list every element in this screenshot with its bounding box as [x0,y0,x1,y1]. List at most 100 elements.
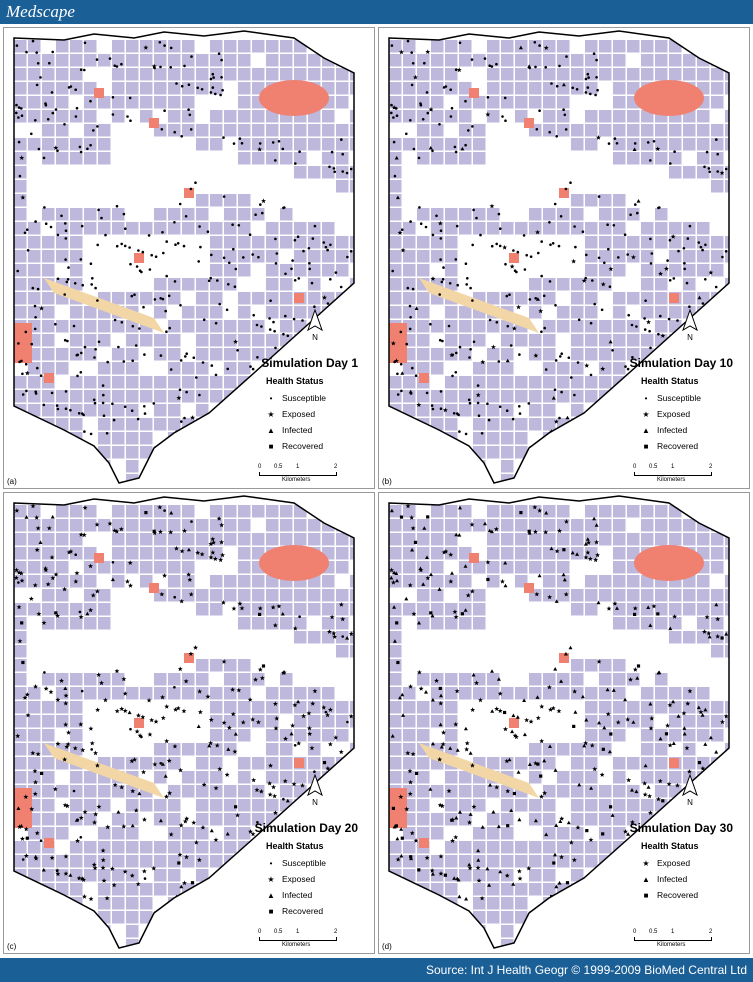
person-marker-star [425,575,431,581]
city-block [641,911,654,924]
city-block [280,757,293,770]
person-marker-dot [209,91,213,94]
person-marker-dot [515,270,518,274]
city-block [280,306,293,319]
city-block [126,827,139,840]
person-marker-triangle [597,720,602,725]
person-marker-star [543,529,549,535]
person-marker-star [24,370,30,376]
city-block [683,250,696,263]
city-block [529,208,542,221]
city-block [70,505,83,518]
person-marker-dot [174,243,177,246]
city-block [543,362,556,375]
person-marker-dot [505,294,509,298]
person-marker-triangle [563,651,568,656]
city-block [168,292,181,305]
person-marker-dot [79,150,83,154]
city-block [459,575,472,588]
person-marker-triangle [527,762,532,766]
person-marker-star [485,559,491,565]
city-block [56,432,69,445]
person-marker-triangle [457,894,462,899]
person-marker-triangle [345,636,350,640]
city-block [669,715,682,728]
person-marker-dot [346,255,349,259]
person-marker-dot [115,204,119,208]
city-block [417,138,430,151]
person-marker-star [702,629,707,634]
person-marker-dot [406,39,410,43]
city-block [403,883,416,896]
person-marker-star [32,768,38,774]
city-block [711,404,724,417]
city-block [585,659,598,672]
city-block [238,306,251,319]
person-marker-star [93,811,99,817]
person-marker-dot [548,221,551,224]
person-marker-dot [102,393,105,397]
city-block [697,166,710,179]
city-block [350,404,354,417]
person-marker-star [162,573,168,578]
legend-label: Recovered [657,441,699,451]
city-block [417,264,430,277]
city-block [294,124,307,137]
city-block [389,194,402,207]
person-marker-star [409,515,415,520]
city-block [655,519,668,532]
city-block [711,124,724,137]
city-block [210,320,223,333]
person-marker-triangle [428,145,433,150]
city-block [417,432,430,445]
person-marker-dot [558,64,561,68]
person-marker-star [694,899,699,905]
person-marker-star [172,743,178,749]
person-marker-dot [159,762,162,765]
person-marker-star [410,751,416,757]
city-block [70,925,83,938]
person-marker-dot [615,142,619,145]
city-block [308,250,321,263]
person-marker-dot [607,247,610,251]
city-block [557,54,570,67]
city-block [238,855,251,868]
person-marker-star [221,720,227,725]
city-block [42,138,55,151]
person-marker-dot [431,233,435,237]
person-marker-triangle [137,791,142,796]
person-marker-star [687,688,693,694]
person-marker-dot [225,435,228,438]
person-marker-star [253,677,259,682]
city-block [445,673,458,686]
city-block [725,645,729,658]
city-block [487,348,500,361]
person-marker-star [17,824,23,829]
city-block [571,404,584,417]
city-block [350,390,354,403]
person-marker-star [132,757,137,762]
person-marker-dot [342,889,346,892]
city-block [417,813,430,826]
city-block [126,432,139,445]
person-marker-star [513,734,519,740]
city-block [417,715,430,728]
person-marker-dot [66,339,69,343]
city-block [725,110,729,123]
city-block [154,841,167,854]
person-marker-star [440,741,446,747]
person-marker-dot [688,224,692,228]
city-block [459,376,472,389]
person-marker-dot [683,262,686,265]
person-marker-triangle [226,747,231,751]
city-block [56,869,69,882]
person-marker-triangle [389,575,394,580]
city-block [725,474,729,483]
person-marker-star [450,838,455,843]
city-block [210,292,223,305]
person-marker-dot [158,41,162,44]
city-block [571,673,584,686]
city-block [389,603,402,616]
person-marker-star [114,708,120,714]
person-marker-star [213,837,219,842]
